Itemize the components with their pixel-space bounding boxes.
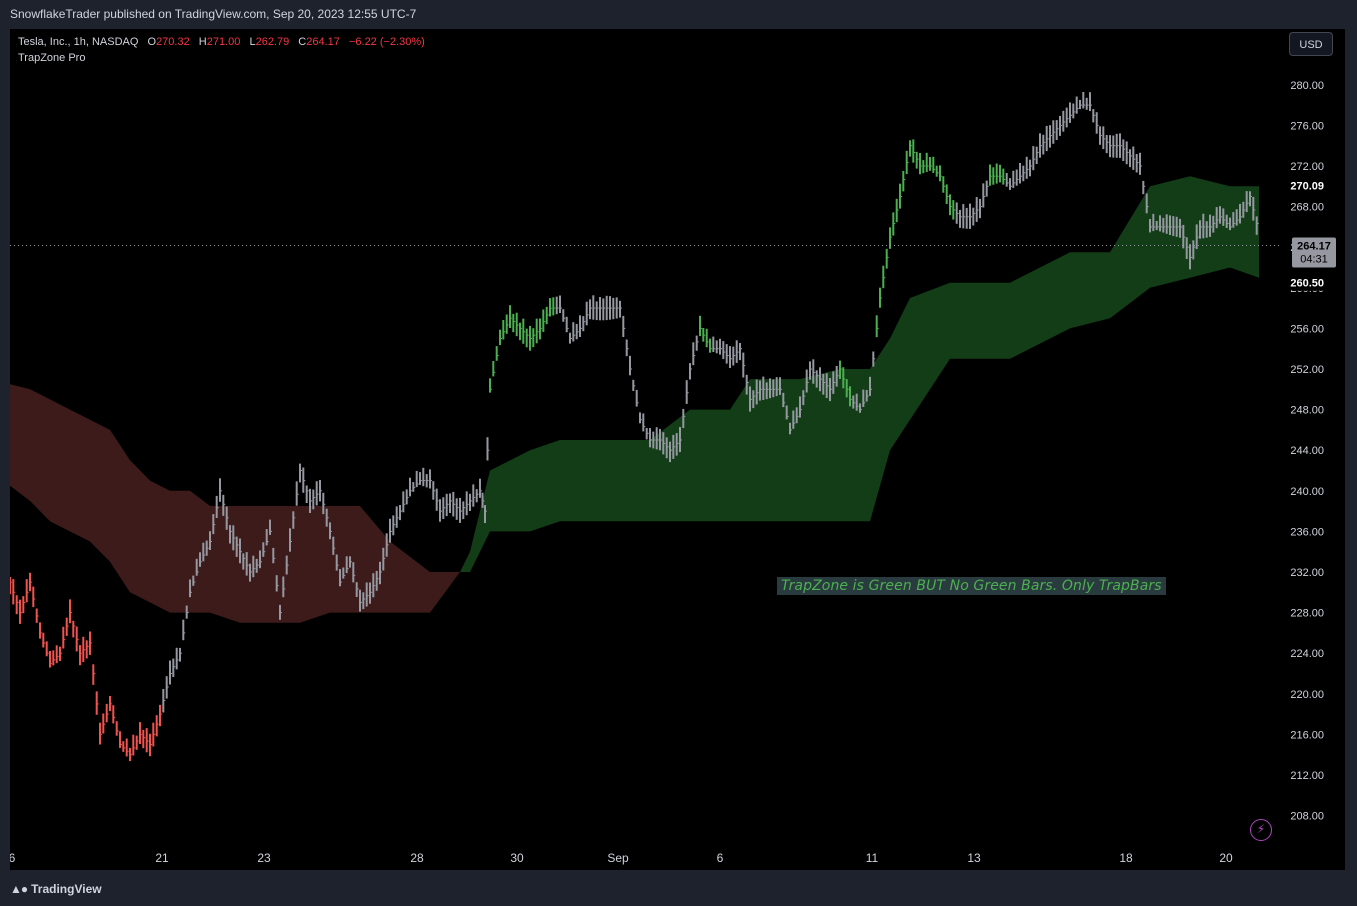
change-value: −6.22 (−2.30%) [348, 36, 425, 48]
price-label: 270.09 [1290, 180, 1324, 192]
ohlc-row: Tesla, Inc., 1h, NASDAQ O270.32 H271.00 … [18, 34, 431, 50]
price-label-bg [1292, 177, 1336, 194]
x-tick-label: 18 [1119, 851, 1133, 865]
y-tick-label: 236.00 [1290, 526, 1324, 538]
y-tick-label: 252.00 [1290, 364, 1324, 376]
last-price-label: 264.17 [1297, 240, 1331, 252]
x-tick-label: 28 [410, 851, 424, 865]
x-tick-label: 21 [155, 851, 169, 865]
open-label: O [147, 36, 157, 48]
y-tick-label: 272.00 [1290, 161, 1324, 173]
chart-area[interactable]: 284.00280.00276.00272.00268.00264.00260.… [10, 29, 1345, 870]
y-tick-label: 280.00 [1290, 80, 1324, 92]
countdown-label: 04:31 [1300, 253, 1328, 265]
chart-annotation[interactable]: TrapZone is Green BUT No Green Bars. Onl… [777, 577, 1166, 595]
chart-legend: Tesla, Inc., 1h, NASDAQ O270.32 H271.00 … [18, 34, 431, 66]
y-tick-label: 240.00 [1290, 486, 1324, 498]
x-tick-label: 23 [257, 851, 271, 865]
x-tick-label: 11 [866, 851, 879, 865]
x-tick-label: 6 [10, 851, 16, 865]
x-tick-label: 6 [717, 851, 724, 865]
y-tick-label: 268.00 [1290, 202, 1324, 214]
tv-icon: ▲● [10, 882, 28, 896]
close-value: 264.17 [306, 36, 340, 48]
y-tick-label: 216.00 [1290, 729, 1324, 741]
high-label: H [198, 36, 207, 48]
low-label: L [249, 36, 256, 48]
publish-line: SnowflakeTrader published on TradingView… [10, 7, 417, 21]
price-label: 260.50 [1290, 278, 1324, 290]
x-tick-label: Sep [607, 851, 629, 865]
x-tick-label: 13 [967, 851, 981, 865]
high-value: 271.00 [206, 36, 241, 48]
footer-bar: ▲● TradingView [0, 870, 1357, 906]
currency-button[interactable]: USD [1289, 32, 1333, 56]
open-value: 270.32 [156, 36, 190, 48]
low-value: 262.79 [255, 36, 290, 48]
lightning-icon[interactable]: ⚡ [1250, 819, 1272, 841]
trapzone-bull [460, 176, 1259, 572]
last-price-box [1292, 237, 1336, 268]
publish-header: SnowflakeTrader published on TradingView… [0, 0, 1357, 29]
indicator-name[interactable]: TrapZone Pro [18, 52, 86, 64]
y-tick-label: 232.00 [1290, 567, 1324, 579]
price-label-bg [1292, 274, 1336, 291]
tradingview-logo[interactable]: ▲● TradingView [10, 882, 102, 896]
symbol-label[interactable]: Tesla, Inc., 1h, NASDAQ [18, 36, 139, 48]
y-tick-label: 212.00 [1290, 770, 1324, 782]
y-tick-label: 224.00 [1290, 648, 1324, 660]
time-axis [10, 846, 1345, 870]
y-tick-label: 220.00 [1290, 689, 1324, 701]
y-tick-label: 228.00 [1290, 608, 1324, 620]
y-tick-label: 256.00 [1290, 323, 1324, 335]
y-tick-label: 248.00 [1290, 405, 1324, 417]
close-label: C [298, 36, 307, 48]
x-tick-label: 20 [1219, 851, 1233, 865]
price-chart[interactable]: 284.00280.00276.00272.00268.00264.00260.… [10, 29, 1345, 870]
y-tick-label: 244.00 [1290, 445, 1324, 457]
y-tick-label: 276.00 [1290, 120, 1324, 132]
x-tick-label: 30 [510, 851, 524, 865]
y-tick-label: 208.00 [1290, 811, 1324, 823]
tradingview-brand: TradingView [31, 882, 102, 896]
